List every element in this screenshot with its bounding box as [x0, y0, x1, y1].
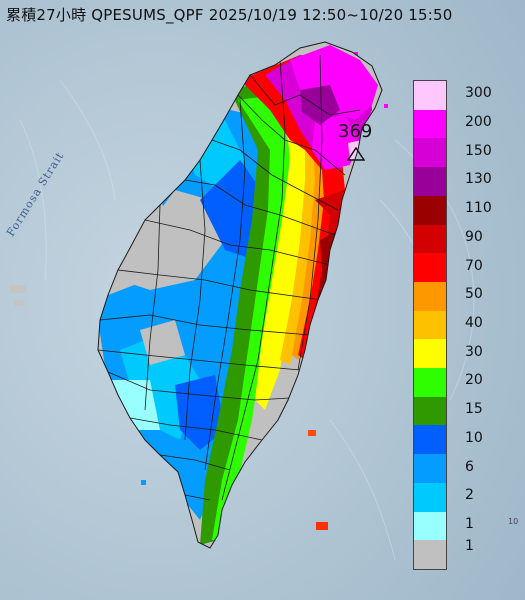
legend-swatch: [414, 482, 446, 512]
legend-label: 2: [465, 487, 474, 504]
legend-swatch: [414, 253, 446, 282]
legend-swatch: [414, 195, 446, 225]
legend-label: 200: [465, 114, 492, 131]
peak-value-label: 369: [338, 121, 373, 142]
legend-label: 10: [465, 429, 483, 446]
triangle-marker-icon: [347, 147, 365, 161]
legend-swatch: [414, 81, 446, 110]
map-title: 累積27小時 QPESUMS_QPF 2025/10/19 12:50~10/2…: [6, 5, 453, 24]
legend-label: 40: [465, 315, 483, 331]
legend-swatch: [414, 281, 446, 311]
corner-text: 10: [508, 517, 519, 526]
legend-label: 30: [465, 343, 483, 360]
legend-swatch: [414, 368, 446, 397]
offshore-islands: [10, 52, 388, 530]
legend-swatch: [414, 425, 446, 455]
legend-swatch: [414, 454, 446, 483]
legend-label: 110: [465, 200, 492, 217]
legend-swatch: [414, 540, 446, 569]
legend-swatch: [414, 167, 446, 196]
legend-label: 300: [465, 85, 492, 102]
legend-label: 1: [465, 515, 474, 532]
legend-label-bottom: 1: [465, 537, 474, 554]
legend-label: 130: [465, 171, 492, 188]
rainfall-legend: [413, 80, 447, 570]
legend-swatch: [414, 396, 446, 426]
boundary-lines: [98, 54, 361, 501]
legend-label: 90: [465, 228, 483, 245]
legend-label: 70: [465, 257, 483, 274]
legend-label: 6: [465, 458, 474, 475]
legend-swatch: [414, 109, 446, 139]
legend-swatch: [414, 310, 446, 340]
legend-swatch: [414, 138, 446, 168]
legend-label: 20: [465, 372, 483, 389]
legend-swatch: [414, 339, 446, 369]
legend-label: 50: [465, 286, 483, 303]
legend-label: 150: [465, 142, 492, 159]
legend-label: 15: [465, 401, 483, 418]
legend-swatch: [414, 224, 446, 254]
legend-swatch: [414, 511, 446, 541]
